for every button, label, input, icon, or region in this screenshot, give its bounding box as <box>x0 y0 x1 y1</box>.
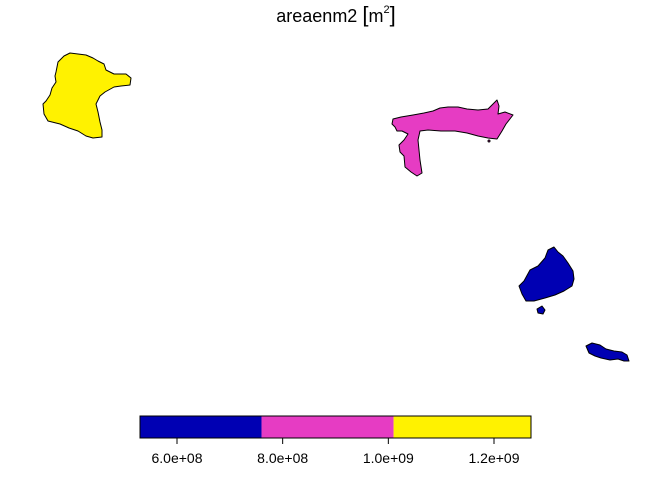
legend-ticks: 6.0e+08 8.0e+08 1.0e+09 1.2e+09 <box>151 438 520 466</box>
legend-tick-label-4: 1.2e+09 <box>469 450 520 466</box>
region-north-central-speck <box>487 139 491 143</box>
legend-bin-2 <box>261 416 394 438</box>
title-variable: areaenm2 <box>276 6 358 26</box>
map-title: areaenm2 [m2] <box>0 2 672 28</box>
legend-bins <box>140 416 531 438</box>
title-unit-base: m <box>368 6 384 26</box>
legend-bin-1 <box>140 416 262 438</box>
title-unit-close: ] <box>389 2 396 27</box>
legend-frame <box>139 415 532 439</box>
region-northwest <box>42 52 132 139</box>
legend-tick-label-3: 1.0e+09 <box>363 450 414 466</box>
legend-tick-label-2: 8.0e+08 <box>257 450 308 466</box>
region-southeast-main <box>518 246 575 302</box>
region-north-central <box>391 99 514 177</box>
title-unit-exponent: 2 <box>383 4 390 16</box>
region-southeast-islet <box>536 305 546 315</box>
legend-tick-label-1: 6.0e+08 <box>151 450 202 466</box>
legend: 6.0e+08 8.0e+08 1.0e+09 1.2e+09 <box>139 415 532 466</box>
title-unit-open: [ <box>362 2 369 27</box>
region-southeast-east <box>585 342 630 362</box>
regions-layer <box>42 52 630 362</box>
legend-bin-3 <box>393 416 531 438</box>
